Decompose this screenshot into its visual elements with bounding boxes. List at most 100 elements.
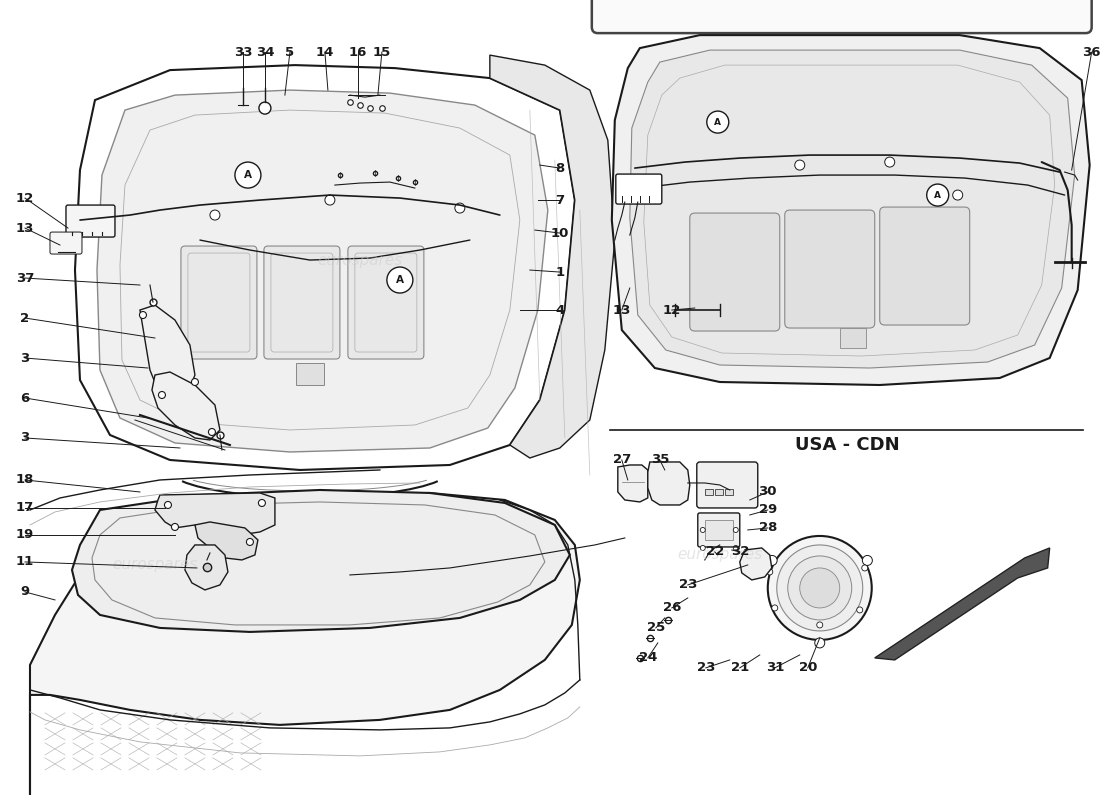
Circle shape	[324, 195, 334, 205]
Text: eurospares: eurospares	[112, 558, 198, 573]
FancyBboxPatch shape	[180, 246, 257, 359]
Text: 10: 10	[551, 226, 569, 239]
FancyBboxPatch shape	[784, 210, 874, 328]
Circle shape	[734, 546, 738, 550]
Circle shape	[172, 523, 178, 530]
Text: 3: 3	[21, 431, 30, 445]
FancyBboxPatch shape	[616, 174, 662, 204]
Circle shape	[767, 555, 777, 566]
Polygon shape	[152, 372, 220, 440]
Text: eurospares: eurospares	[678, 547, 762, 562]
Circle shape	[953, 190, 962, 200]
Circle shape	[235, 162, 261, 188]
Text: 12: 12	[662, 303, 681, 317]
Polygon shape	[30, 493, 580, 795]
Circle shape	[707, 111, 729, 133]
Polygon shape	[195, 522, 257, 560]
Text: 9: 9	[21, 586, 30, 598]
Text: 2: 2	[21, 311, 30, 325]
Circle shape	[816, 622, 823, 628]
Polygon shape	[612, 35, 1090, 385]
Text: 15: 15	[373, 46, 390, 58]
Text: A: A	[396, 275, 404, 285]
Circle shape	[208, 429, 216, 435]
Text: 28: 28	[759, 522, 777, 534]
Circle shape	[815, 638, 825, 648]
Polygon shape	[490, 55, 615, 458]
Bar	[715, 489, 723, 495]
Circle shape	[800, 568, 839, 608]
Text: 34: 34	[255, 46, 274, 58]
Text: A: A	[714, 118, 722, 126]
Text: A: A	[934, 190, 942, 199]
Text: 11: 11	[15, 555, 34, 569]
Circle shape	[258, 102, 271, 114]
Text: 6: 6	[21, 391, 30, 405]
Text: eurospares: eurospares	[317, 253, 403, 267]
Text: 23: 23	[696, 662, 715, 674]
Circle shape	[926, 184, 948, 206]
Circle shape	[246, 538, 253, 546]
Circle shape	[164, 502, 172, 509]
FancyBboxPatch shape	[697, 513, 740, 547]
Text: USA - CDN: USA - CDN	[795, 436, 900, 454]
Text: A: A	[244, 170, 252, 180]
Text: 18: 18	[15, 474, 34, 486]
Bar	[725, 489, 733, 495]
Circle shape	[767, 569, 773, 575]
Text: 24: 24	[639, 651, 657, 665]
Circle shape	[158, 391, 165, 398]
Circle shape	[210, 210, 220, 220]
Bar	[296, 363, 323, 385]
FancyBboxPatch shape	[264, 246, 340, 359]
Text: 5: 5	[285, 46, 295, 58]
Circle shape	[788, 556, 851, 620]
Circle shape	[768, 536, 871, 640]
Text: 23: 23	[679, 578, 697, 591]
Text: 20: 20	[799, 662, 817, 674]
Polygon shape	[140, 305, 195, 405]
Polygon shape	[618, 465, 648, 502]
Text: 35: 35	[650, 454, 669, 466]
Text: 14: 14	[316, 46, 334, 58]
FancyBboxPatch shape	[690, 213, 780, 331]
Circle shape	[455, 203, 465, 213]
Polygon shape	[740, 548, 772, 580]
Polygon shape	[630, 50, 1075, 368]
Text: 22: 22	[706, 546, 724, 558]
Circle shape	[772, 605, 778, 611]
Polygon shape	[72, 490, 570, 632]
Text: 36: 36	[1082, 46, 1100, 58]
Bar	[839, 328, 866, 348]
Text: 27: 27	[613, 454, 631, 466]
Text: 21: 21	[730, 662, 749, 674]
Text: 29: 29	[759, 503, 777, 517]
FancyBboxPatch shape	[696, 462, 758, 508]
Circle shape	[258, 499, 265, 506]
Text: 26: 26	[662, 602, 681, 614]
Text: 37: 37	[15, 271, 34, 285]
Text: 13: 13	[613, 303, 631, 317]
Text: 4: 4	[556, 303, 564, 317]
Bar	[705, 520, 733, 540]
Circle shape	[857, 607, 862, 613]
Polygon shape	[874, 548, 1049, 660]
Circle shape	[777, 545, 862, 631]
Text: 17: 17	[15, 502, 34, 514]
Polygon shape	[648, 462, 690, 505]
Text: eurospares: eurospares	[777, 262, 862, 278]
Text: 12: 12	[15, 191, 34, 205]
Circle shape	[861, 565, 868, 571]
Bar	[705, 489, 713, 495]
Circle shape	[701, 527, 705, 533]
FancyBboxPatch shape	[348, 246, 424, 359]
Polygon shape	[155, 493, 275, 535]
Circle shape	[884, 157, 894, 167]
FancyBboxPatch shape	[592, 0, 1091, 33]
Text: 33: 33	[233, 46, 252, 58]
Polygon shape	[185, 545, 228, 590]
Text: 31: 31	[766, 662, 784, 674]
Text: 3: 3	[21, 351, 30, 365]
Circle shape	[862, 555, 872, 566]
Circle shape	[734, 527, 738, 533]
